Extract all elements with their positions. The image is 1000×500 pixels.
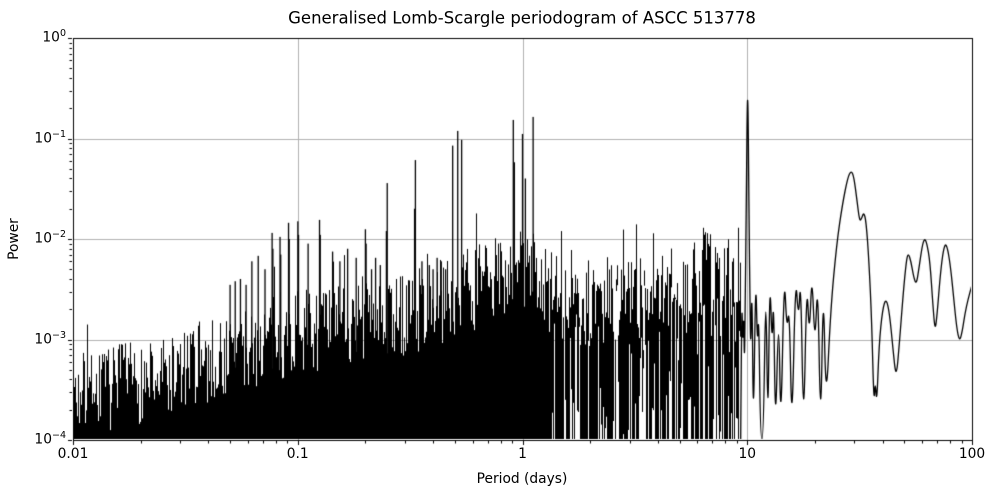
y-tick-label: 100 xyxy=(42,28,66,46)
y-tick-label: 10−4 xyxy=(34,430,66,448)
x-tick-label: 1 xyxy=(518,446,527,462)
x-tick-label: 0.01 xyxy=(57,446,89,462)
x-tick-label: 100 xyxy=(958,446,986,462)
x-tick-label: 0.1 xyxy=(286,446,309,462)
x-axis-label: Period (days) xyxy=(476,471,568,487)
x-tick-label: 10 xyxy=(738,446,757,462)
y-tick-label: 10−2 xyxy=(34,229,66,247)
y-tick-label: 10−3 xyxy=(34,329,66,348)
y-tick-label: 10−1 xyxy=(34,128,66,147)
chart-title: Generalised Lomb-Scargle periodogram of … xyxy=(288,8,756,28)
